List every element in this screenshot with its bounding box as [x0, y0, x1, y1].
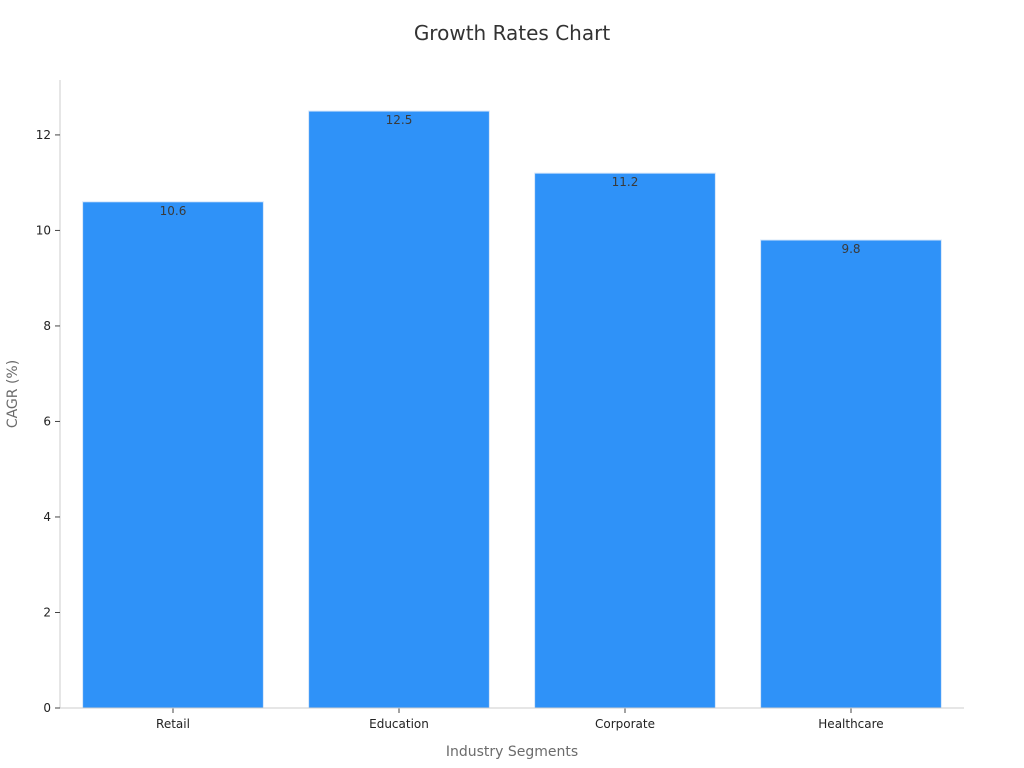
- bars-group: [82, 110, 942, 709]
- bar-education: [308, 110, 490, 709]
- chart-title: Growth Rates Chart: [414, 21, 611, 45]
- y-tick-label-0: 0: [43, 701, 51, 715]
- value-label-corporate: 11.2: [612, 175, 639, 189]
- plot-area: 10.6 12.5 11.2 9.8 Retail Education Corporate…: [36, 80, 964, 731]
- value-label-retail: 10.6: [160, 204, 187, 218]
- y-axis: 0 2 4 6 8 10 12: [36, 80, 61, 715]
- x-tick-label-education: Education: [369, 717, 429, 731]
- value-labels-group: 10.6 12.5 11.2 9.8: [160, 113, 861, 256]
- y-tick-label-4: 4: [43, 510, 51, 524]
- y-tick-label-8: 8: [43, 319, 51, 333]
- value-label-education: 12.5: [386, 113, 413, 127]
- x-tick-label-healthcare: Healthcare: [818, 717, 883, 731]
- y-tick-label-6: 6: [43, 414, 51, 428]
- x-tick-label-corporate: Corporate: [595, 717, 655, 731]
- y-axis-label: CAGR (%): [5, 360, 21, 428]
- y-tick-label-10: 10: [36, 223, 51, 237]
- x-tick-label-retail: Retail: [156, 717, 190, 731]
- bar-retail: [82, 201, 264, 709]
- bar-corporate: [534, 172, 716, 709]
- value-label-healthcare: 9.8: [841, 242, 860, 256]
- y-tick-label-2: 2: [43, 605, 51, 619]
- y-tick-label-12: 12: [36, 128, 51, 142]
- bar-healthcare: [760, 239, 942, 709]
- x-axis: Retail Education Corporate Healthcare: [60, 707, 964, 731]
- x-axis-label: Industry Segments: [446, 744, 578, 760]
